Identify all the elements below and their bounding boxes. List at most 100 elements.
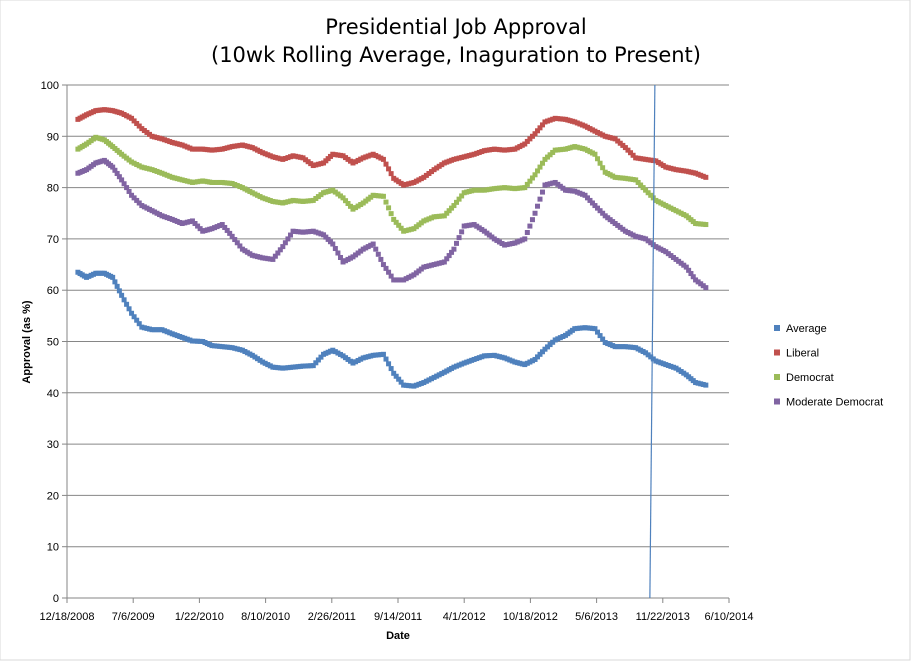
data-point	[310, 197, 316, 203]
data-point	[232, 182, 238, 188]
data-point	[270, 256, 276, 262]
legend-swatch	[774, 349, 780, 356]
data-point	[313, 196, 319, 202]
data-point	[335, 191, 341, 197]
data-point	[625, 176, 631, 182]
data-point	[308, 161, 314, 167]
data-point	[406, 383, 412, 389]
data-point	[383, 265, 389, 271]
data-point	[574, 120, 580, 126]
data-point	[522, 236, 528, 242]
data-point	[144, 129, 150, 135]
data-point	[597, 131, 603, 137]
data-point	[350, 360, 356, 366]
data-point	[547, 181, 553, 187]
data-point	[167, 216, 173, 222]
data-point	[144, 325, 150, 331]
data-point	[144, 205, 150, 211]
data-point	[406, 274, 412, 280]
data-point	[640, 185, 646, 191]
data-point	[345, 201, 351, 207]
data-point	[579, 191, 585, 197]
data-point	[182, 220, 188, 226]
data-point	[234, 143, 240, 149]
data-point	[350, 160, 356, 166]
data-point	[370, 151, 376, 157]
data-point	[267, 153, 273, 159]
data-point	[187, 337, 193, 343]
data-point	[542, 156, 548, 162]
data-point	[254, 254, 260, 260]
data-point	[380, 156, 386, 162]
y-tick-label: 40	[47, 388, 59, 400]
data-point	[408, 226, 414, 232]
data-point	[600, 165, 606, 171]
data-point	[305, 229, 311, 235]
data-point	[260, 150, 266, 156]
data-point	[262, 196, 268, 202]
data-point	[628, 344, 634, 350]
data-point	[303, 157, 309, 163]
data-point	[676, 258, 682, 264]
data-point	[358, 248, 364, 254]
data-point	[698, 172, 704, 178]
data-point	[232, 237, 238, 243]
data-point	[195, 338, 201, 344]
data-point	[579, 325, 585, 331]
data-point	[635, 179, 641, 185]
data-point	[421, 174, 427, 180]
x-tick-label: 10/18/2012	[503, 611, 558, 623]
data-point	[141, 165, 147, 171]
data-point	[545, 118, 551, 124]
data-point	[167, 330, 173, 336]
data-point	[114, 283, 120, 289]
data-point	[625, 147, 631, 153]
x-tick-label: 9/14/2011	[374, 611, 422, 623]
data-point	[620, 142, 626, 148]
data-point	[507, 185, 513, 191]
data-point	[182, 178, 188, 184]
data-point	[164, 329, 170, 335]
data-point	[355, 157, 361, 163]
data-point	[285, 365, 291, 371]
data-point	[426, 263, 432, 269]
data-point	[197, 146, 203, 152]
data-point	[474, 223, 480, 229]
data-point	[209, 343, 215, 349]
data-point	[597, 333, 603, 339]
data-point	[282, 365, 288, 371]
data-point	[315, 194, 321, 200]
data-point	[439, 213, 445, 219]
data-point	[439, 260, 445, 266]
data-point	[401, 182, 407, 188]
data-point	[260, 195, 266, 201]
x-axis-label: Date	[386, 630, 410, 642]
data-point	[547, 152, 553, 158]
data-point	[630, 232, 636, 238]
data-point	[555, 181, 561, 187]
data-point	[189, 218, 195, 224]
data-point	[539, 122, 545, 128]
data-point	[648, 192, 654, 198]
y-tick-label: 20	[47, 490, 59, 502]
data-point	[386, 269, 392, 275]
data-point	[690, 274, 696, 280]
data-point	[648, 240, 654, 246]
data-point	[136, 123, 142, 129]
data-point	[131, 195, 137, 201]
data-point	[617, 224, 623, 230]
data-point	[650, 356, 656, 362]
data-point	[423, 263, 429, 269]
data-point	[456, 362, 462, 368]
data-point	[300, 155, 306, 161]
data-point	[265, 256, 271, 262]
data-point	[214, 147, 220, 153]
data-point	[330, 347, 336, 353]
data-point	[141, 128, 147, 134]
data-point	[403, 276, 409, 282]
data-point	[147, 326, 153, 332]
data-point	[628, 150, 634, 156]
data-point	[217, 146, 223, 152]
data-point	[267, 256, 273, 262]
data-point	[446, 253, 452, 259]
